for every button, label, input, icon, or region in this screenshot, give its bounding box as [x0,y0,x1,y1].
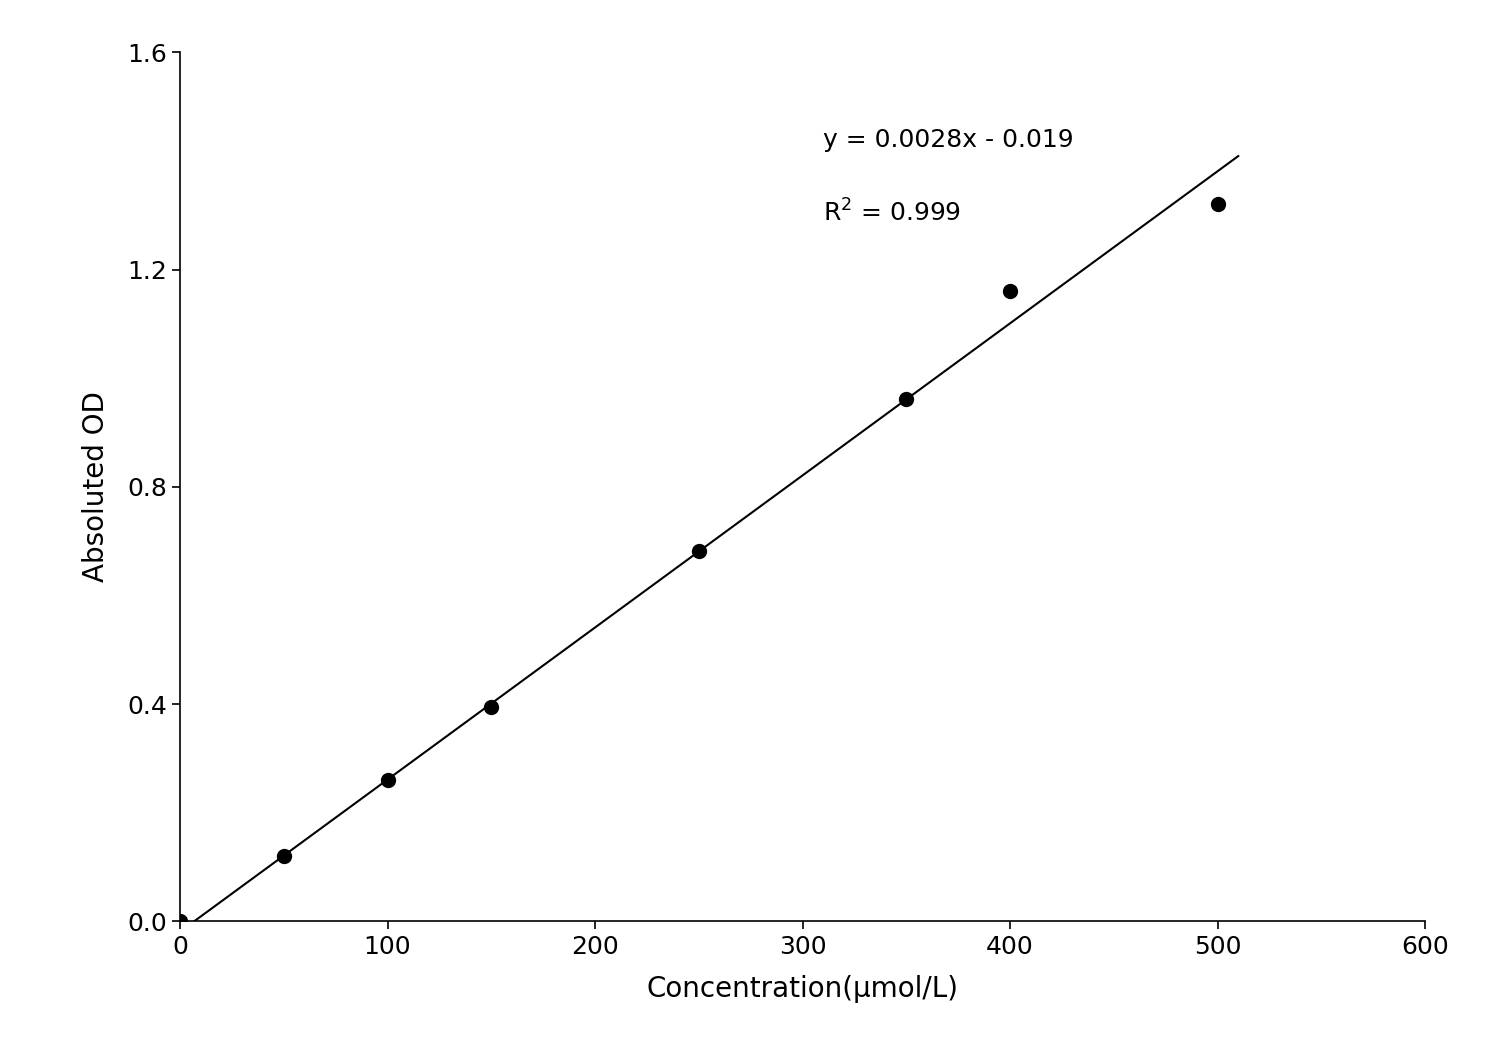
Y-axis label: Absoluted OD: Absoluted OD [82,392,111,582]
Point [168,913,192,930]
X-axis label: Concentration(μmol/L): Concentration(μmol/L) [646,975,958,1003]
Text: $\mathregular{R^2}$ = 0.999: $\mathregular{R^2}$ = 0.999 [824,199,962,226]
Point [894,391,918,407]
Point [1206,196,1230,213]
Point [272,847,296,864]
Text: y = 0.0028x - 0.019: y = 0.0028x - 0.019 [824,129,1074,153]
Point [687,543,711,560]
Point [998,283,1022,299]
Point [375,772,399,788]
Point [480,698,504,715]
